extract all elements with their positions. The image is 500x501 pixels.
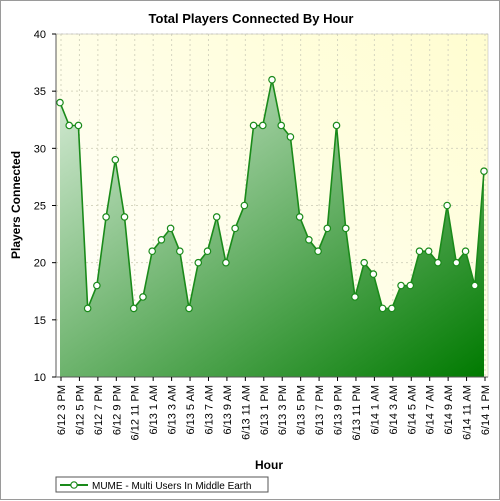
data-point: [56, 98, 64, 107]
data-point: [65, 121, 74, 130]
data-point: [222, 258, 230, 267]
data-point: [388, 304, 396, 313]
data-point: [120, 213, 129, 221]
data-point: [240, 201, 249, 210]
data-point: [295, 213, 304, 221]
x-tick-label: 6/13 11 PM: [351, 385, 363, 440]
x-tick-label: 6/13 9 AM: [222, 385, 234, 435]
y-axis-title: Players Connected: [9, 151, 23, 259]
x-tick-label: 6/13 11 AM: [240, 385, 252, 440]
data-point: [157, 236, 166, 244]
data-point: [341, 224, 350, 233]
axes: [52, 33, 489, 381]
data-point: [258, 121, 267, 130]
x-tick-label: 6/13 1 PM: [259, 385, 271, 435]
series-area: [60, 79, 484, 377]
x-tick-labels: 6/12 3 PM 6/12 5 PM 6/12 7 PM 6/12 9 PM 6/12…: [56, 385, 492, 440]
data-point: [102, 213, 110, 221]
y-tick-label: 30: [34, 143, 46, 155]
x-tick-label: 6/12 7 PM: [93, 385, 105, 435]
data-point: [314, 247, 322, 256]
x-tick-label: 6/13 3 AM: [167, 385, 179, 435]
data-point: [93, 281, 101, 290]
chart-title: Total Players Connected By Hour: [149, 11, 354, 26]
data-point: [480, 167, 488, 176]
x-tick-label: 6/13 9 PM: [333, 385, 345, 435]
x-tick-label: 6/13 5 AM: [185, 385, 197, 435]
data-point: [461, 247, 470, 256]
x-tick-label: 6/13 7 AM: [203, 385, 215, 435]
y-tick-label: 40: [34, 29, 46, 41]
x-tick-label: 6/13 1 AM: [148, 385, 160, 435]
data-point: [185, 304, 193, 313]
data-point: [268, 75, 276, 84]
data-point: [323, 224, 332, 233]
data-point: [129, 304, 138, 313]
data-point: [369, 270, 378, 278]
y-tick-label: 20: [34, 258, 46, 270]
data-point: [74, 121, 83, 130]
x-tick-label: 6/13 7 PM: [314, 385, 326, 435]
data-point: [452, 258, 461, 267]
x-tick-label: 6/14 3 AM: [388, 385, 400, 435]
y-tick-label: 25: [34, 201, 46, 213]
x-tick-label: 6/13 5 PM: [296, 385, 308, 435]
data-point: [83, 304, 92, 313]
x-tick-label: 6/14 1 AM: [369, 385, 381, 435]
data-point: [212, 213, 221, 221]
y-tick-label: 15: [34, 315, 46, 327]
x-tick-label: 6/12 3 PM: [56, 385, 68, 435]
data-point: [470, 281, 479, 290]
data-point: [139, 293, 147, 301]
data-point: [305, 236, 313, 244]
x-tick-label: 6/12 5 PM: [74, 385, 86, 435]
legend-label: MUME - Multi Users In Middle Earth: [92, 481, 251, 492]
data-point: [351, 293, 359, 301]
data-point: [194, 258, 203, 267]
legend-box: [55, 476, 269, 493]
data-point: [203, 247, 212, 256]
y-tick-label: 10: [34, 372, 46, 384]
data-point: [360, 258, 368, 267]
x-tick-label: 6/14 1 PM: [480, 385, 492, 435]
x-tick-label: 6/13 3 PM: [277, 385, 289, 435]
data-point: [378, 304, 387, 313]
x-tick-label: 6/14 9 AM: [443, 385, 455, 435]
data-point: [397, 281, 405, 290]
data-point: [277, 121, 286, 130]
y-tick-labels: 10 15 20 25 30 35 40: [34, 29, 46, 384]
data-point: [434, 258, 442, 267]
x-tick-label: 6/12 11 PM: [130, 385, 142, 440]
data-point: [332, 121, 341, 130]
x-tick-label: 6/14 7 AM: [425, 385, 437, 435]
data-point: [166, 224, 175, 233]
data-point: [111, 155, 120, 164]
x-tick-label: 6/14 11 AM: [462, 385, 474, 440]
data-point: [415, 247, 424, 256]
data-point: [424, 247, 433, 256]
legend: MUME - Multi Users In Middle Earth: [55, 476, 269, 493]
data-point: [148, 247, 156, 256]
data-point: [249, 121, 258, 130]
data-point: [286, 133, 295, 141]
data-point: [443, 201, 451, 210]
y-tick-label: 35: [34, 86, 46, 98]
data-point: [231, 224, 239, 233]
x-tick-label: 6/12 9 PM: [111, 385, 123, 435]
data-point: [406, 281, 415, 290]
data-point: [176, 247, 184, 256]
x-tick-label: 6/14 5 AM: [406, 385, 418, 435]
series-markers: [56, 75, 488, 313]
x-axis-title: Hour: [255, 458, 283, 472]
legend-marker-swatch: [70, 481, 78, 489]
